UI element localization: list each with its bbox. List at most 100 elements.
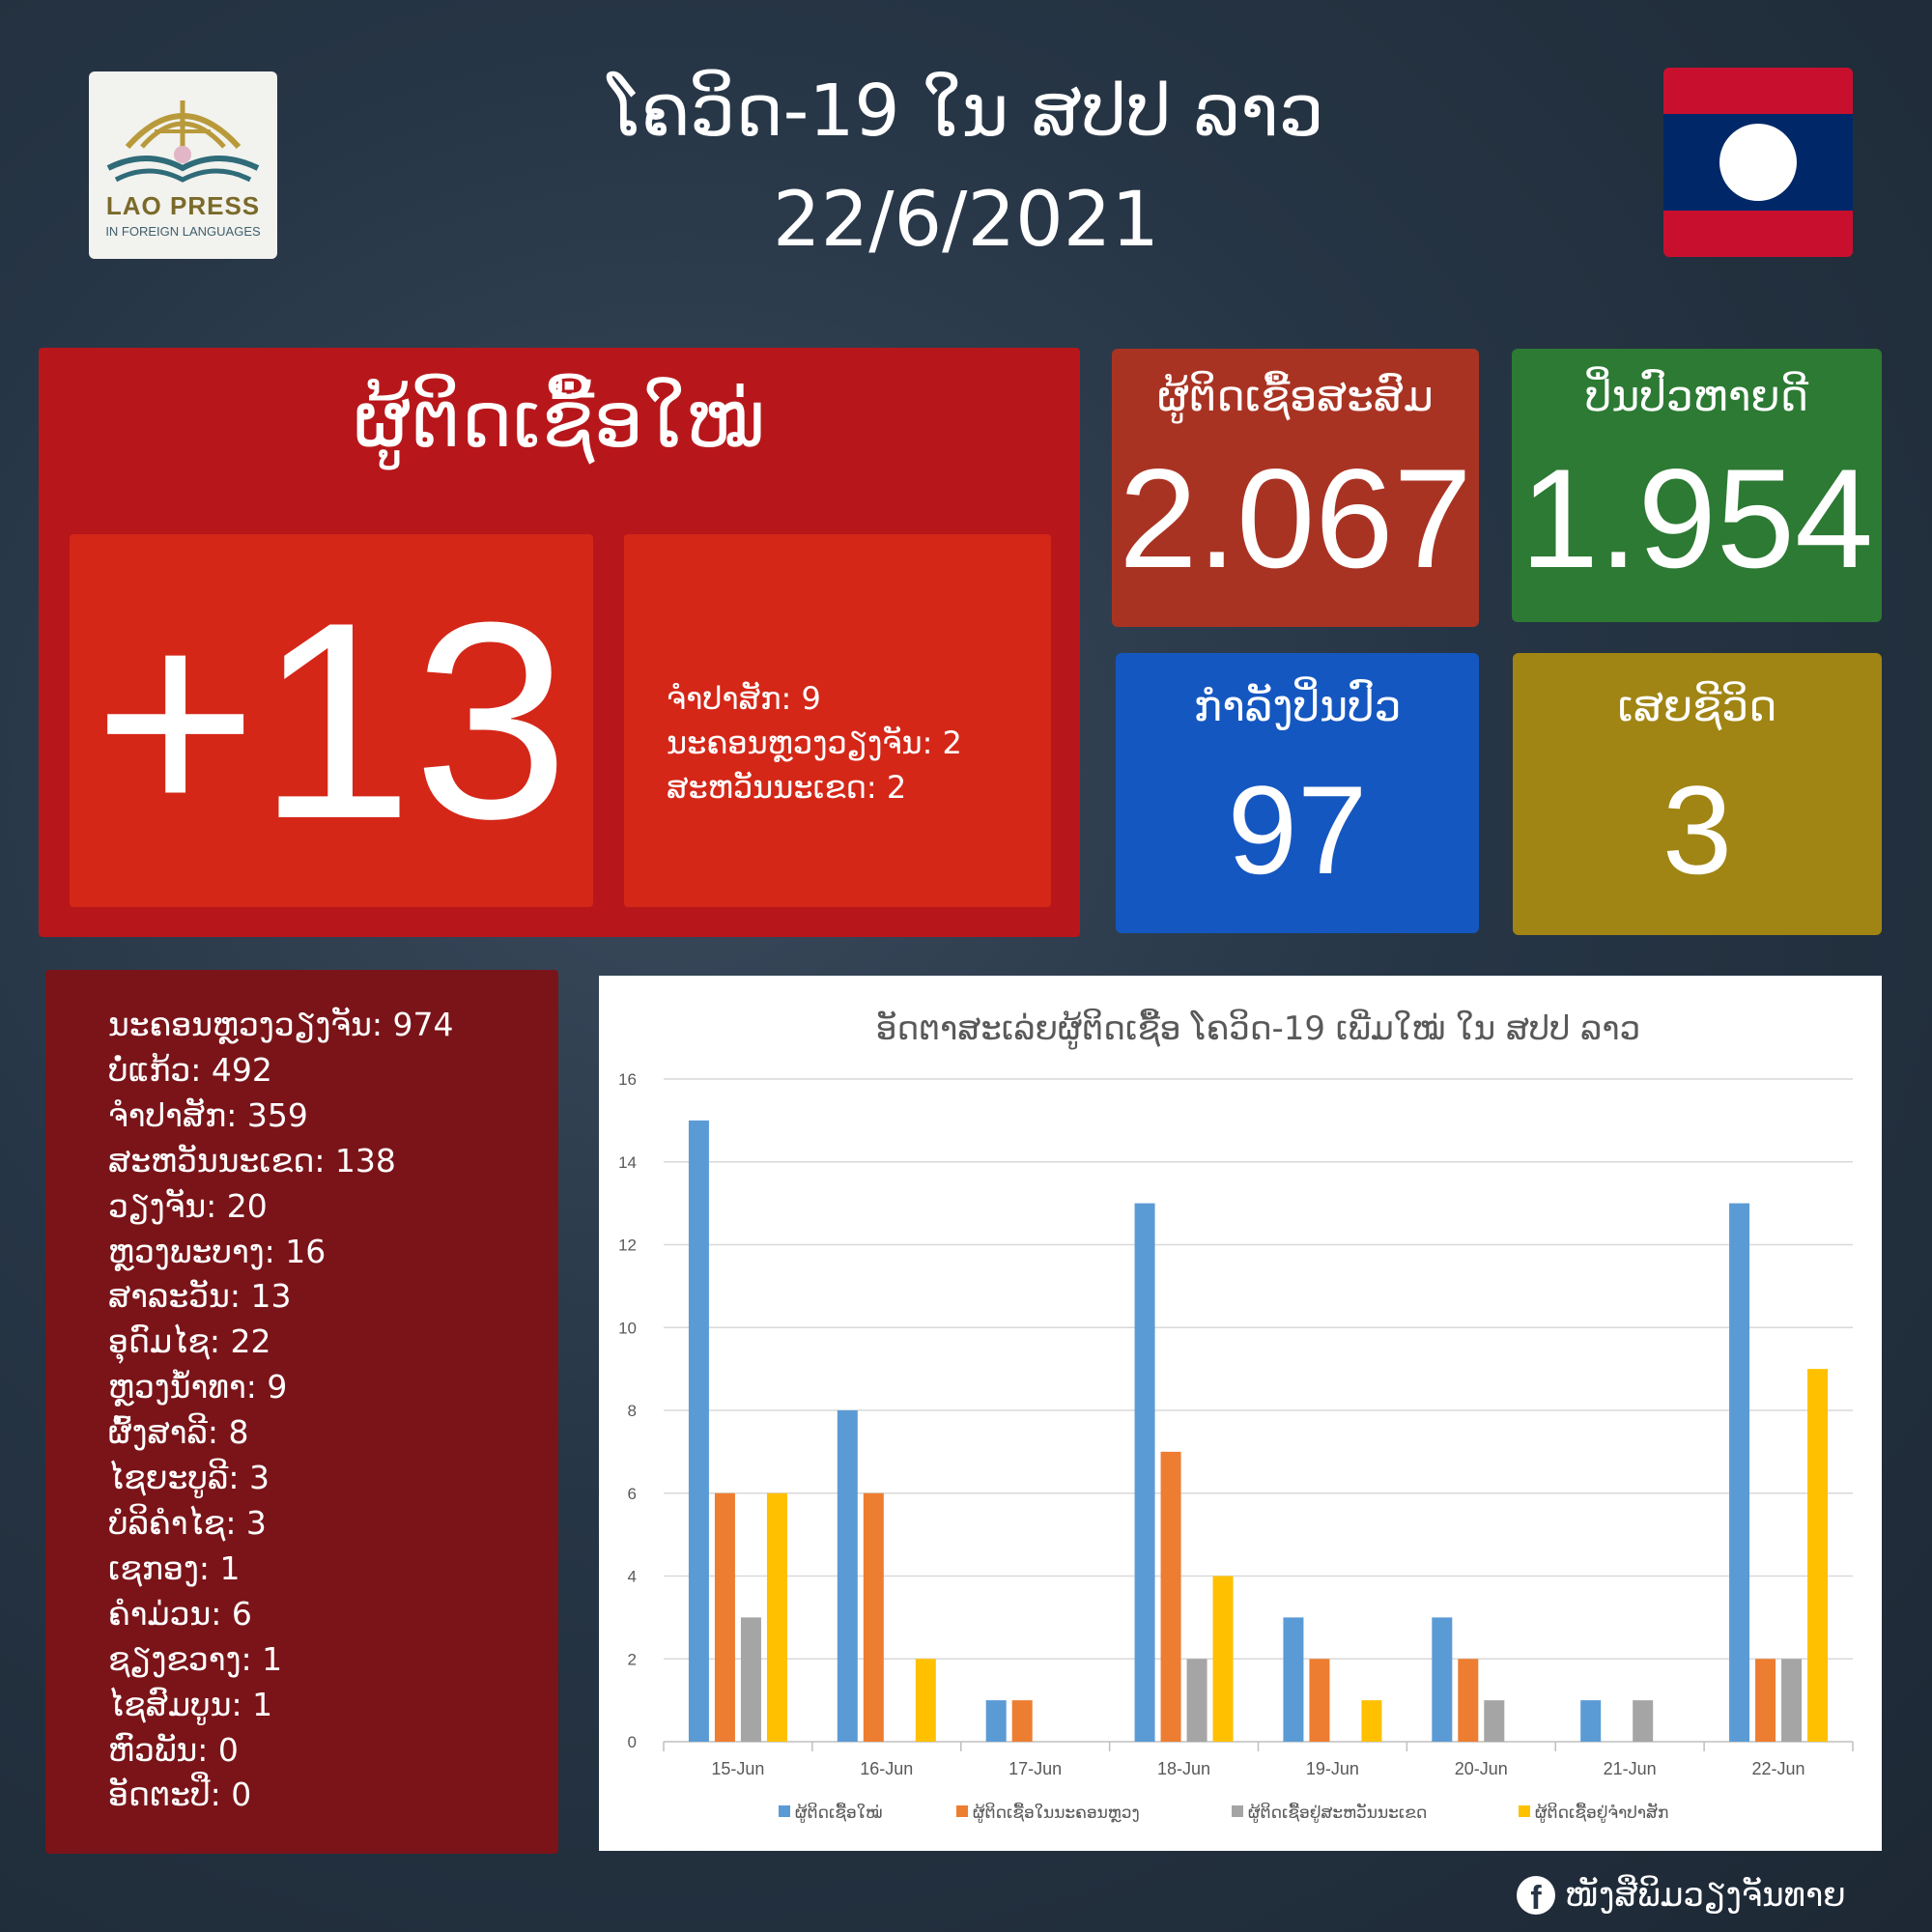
province-item: ໄຊຍະບູລີ: 3 bbox=[108, 1459, 270, 1497]
cumulative-cases-value: 2.067 bbox=[1119, 440, 1472, 597]
breakdown-item: ສະຫວັນນະເຂດ: 2 bbox=[667, 769, 907, 806]
x-tick-label: 17-Jun bbox=[1009, 1759, 1062, 1778]
legend-swatch bbox=[1519, 1805, 1530, 1817]
province-item: ອຸດົມໄຊ: 22 bbox=[108, 1322, 271, 1361]
bar-1 bbox=[688, 1120, 709, 1742]
province-item: ຜົ້ງສາລີ: 8 bbox=[108, 1413, 249, 1452]
x-tick-label: 16-Jun bbox=[860, 1759, 913, 1778]
y-tick-label: 16 bbox=[618, 1070, 637, 1089]
lao-press-logo: LAO PRESS IN FOREIGN LANGUAGES bbox=[89, 71, 277, 259]
globe-book-icon bbox=[106, 100, 260, 183]
x-tick-label: 18-Jun bbox=[1157, 1759, 1210, 1778]
laos-flag bbox=[1663, 68, 1853, 257]
new-cases-label: ຜູ້ຕິດເຊື້ອໃໝ່ bbox=[354, 375, 765, 465]
bar-3 bbox=[1633, 1700, 1654, 1742]
bar-4 bbox=[1361, 1700, 1382, 1742]
bar-2 bbox=[714, 1492, 735, 1742]
x-tick-label: 22-Jun bbox=[1752, 1759, 1805, 1778]
cumulative-cases-card: ຜູ້ຕິດເຊື້ອສະສົມ 2.067 bbox=[1112, 349, 1479, 627]
province-item: ຫຼວງພະບາງ: 16 bbox=[108, 1232, 327, 1270]
province-item: ໄຊສົມບູນ: 1 bbox=[108, 1685, 273, 1723]
bar-3 bbox=[1781, 1659, 1803, 1742]
recovered-label: ປິ່ນປົວຫາຍດີ bbox=[1584, 372, 1809, 421]
facebook-credit: f ໜັງສືພິມວຽງຈັນທາຍ bbox=[1517, 1874, 1903, 1918]
daily-cases-chart: ອັດຕາສະເລ່ຍຜູ້ຕິດເຊື້ອ ໂຄວິດ-19 ເພີ່ມໃໝ່… bbox=[599, 976, 1882, 1851]
legend-label: ຜູ້ຕິດເຊື້ອໃນນະຄອນຫຼວງ bbox=[973, 1803, 1140, 1824]
in-treatment-value: 97 bbox=[1227, 759, 1368, 900]
bar-2 bbox=[1160, 1451, 1181, 1742]
province-list: ນະຄອນຫຼວງວຽງຈັນ: 974 ບໍ່ແກ້ວ: 492 ຈຳປາສັ… bbox=[108, 1003, 453, 1818]
facebook-page-name: ໜັງສືພິມວຽງຈັນທາຍ bbox=[1565, 1876, 1846, 1915]
bar-2 bbox=[1309, 1659, 1330, 1742]
new-cases-number-box bbox=[70, 534, 593, 907]
bar-1 bbox=[1580, 1700, 1602, 1742]
y-tick-label: 14 bbox=[618, 1153, 637, 1172]
bar-1 bbox=[1283, 1617, 1304, 1742]
bar-4 bbox=[1807, 1369, 1829, 1742]
new-cases-breakdown: ຈຳປາສັກ: 9 ນະຄອນຫຼວງວຽງຈັນ: 2 ສະຫວັນນະເຂ… bbox=[667, 676, 962, 810]
deaths-value: 3 bbox=[1662, 759, 1733, 900]
deaths-card: ເສຍຊີວິດ 3 bbox=[1513, 653, 1882, 935]
bar-1 bbox=[1134, 1203, 1155, 1742]
new-cases-value: +13 bbox=[94, 564, 569, 877]
bar-2 bbox=[1755, 1659, 1776, 1742]
y-tick-label: 12 bbox=[618, 1236, 637, 1255]
cumulative-cases-label: ຜູ້ຕິດເຊື້ອສະສົມ bbox=[1157, 372, 1434, 421]
legend-swatch bbox=[1232, 1805, 1243, 1817]
logo-name: LAO PRESS bbox=[105, 191, 261, 220]
legend-label: ຜູ້ຕິດເຊື້ອຢູ່ຈຳປາສັກ bbox=[1535, 1802, 1668, 1823]
bar-4 bbox=[915, 1659, 936, 1742]
bar-4 bbox=[1212, 1576, 1234, 1742]
legend-label: ຜູ້ຕິດເຊື້ອຢູ່ສະຫວັນນະເຂດ bbox=[1248, 1802, 1427, 1823]
province-item: ຈຳປາສັກ: 359 bbox=[108, 1095, 308, 1134]
logo-subtitle: IN FOREIGN LANGUAGES bbox=[105, 224, 261, 239]
new-cases-breakdown-box bbox=[624, 534, 1051, 907]
bar-2 bbox=[863, 1492, 884, 1742]
province-item: ຫຼວງນ້ຳທາ: 9 bbox=[108, 1368, 288, 1406]
flag-white-circle bbox=[1719, 124, 1797, 201]
legend-label: ຜູ້ຕິດເຊື້ອໃໝ່ bbox=[795, 1803, 883, 1823]
bar-1 bbox=[1432, 1617, 1453, 1742]
y-tick-label: 0 bbox=[628, 1733, 637, 1751]
deaths-label: ເສຍຊີວິດ bbox=[1617, 682, 1777, 731]
report-date: 22/6/2021 bbox=[773, 177, 1159, 264]
bar-1 bbox=[985, 1700, 1007, 1742]
bar-1 bbox=[837, 1410, 858, 1742]
facebook-icon: f bbox=[1517, 1876, 1555, 1917]
bar-3 bbox=[1186, 1659, 1208, 1742]
bar-1 bbox=[1729, 1203, 1750, 1742]
breakdown-item: ຈຳປາສັກ: 9 bbox=[667, 680, 821, 717]
x-tick-label: 21-Jun bbox=[1604, 1759, 1657, 1778]
province-item: ຊຽງຂວາງ: 1 bbox=[108, 1639, 283, 1678]
bar-3 bbox=[1484, 1700, 1505, 1742]
province-item: ສາລະວັນ: 13 bbox=[108, 1277, 292, 1316]
x-tick-label: 15-Jun bbox=[711, 1759, 764, 1778]
province-item: ບໍລິຄຳໄຊ: 3 bbox=[108, 1503, 267, 1542]
legend-swatch bbox=[956, 1805, 968, 1817]
bar-2 bbox=[1011, 1700, 1033, 1742]
y-tick-label: 4 bbox=[628, 1568, 637, 1586]
chart-title: ອັດຕາສະເລ່ຍຜູ້ຕິດເຊື້ອ ໂຄວິດ-19 ເພີ່ມໃໝ່… bbox=[876, 1009, 1640, 1049]
breakdown-item: ນະຄອນຫຼວງວຽງຈັນ: 2 bbox=[667, 724, 962, 761]
chart-canvas: ອັດຕາສະເລ່ຍຜູ້ຕິດເຊື້ອ ໂຄວິດ-19 ເພີ່ມໃໝ່… bbox=[618, 1009, 1854, 1824]
province-panel bbox=[45, 970, 558, 1854]
bar-2 bbox=[1458, 1659, 1479, 1742]
x-tick-label: 19-Jun bbox=[1306, 1759, 1359, 1778]
y-tick-label: 10 bbox=[618, 1319, 637, 1337]
bar-4 bbox=[766, 1492, 787, 1742]
province-item: ນະຄອນຫຼວງວຽງຈັນ: 974 bbox=[108, 1006, 454, 1043]
province-item: ວຽງຈັນ: 20 bbox=[108, 1186, 268, 1225]
in-treatment-label: ກຳລັງປິ່ນປົວ bbox=[1193, 682, 1402, 731]
x-tick-label: 20-Jun bbox=[1455, 1759, 1508, 1778]
recovered-card: ປິ່ນປົວຫາຍດີ 1.954 bbox=[1512, 349, 1882, 622]
y-tick-label: 2 bbox=[628, 1650, 637, 1668]
legend-swatch bbox=[779, 1805, 790, 1817]
in-treatment-card: ກຳລັງປິ່ນປົວ 97 bbox=[1116, 653, 1479, 933]
province-item: ສະຫວັນນະເຂດ: 138 bbox=[108, 1141, 396, 1179]
y-tick-label: 8 bbox=[628, 1402, 637, 1420]
province-item: ຫົວພັນ: 0 bbox=[108, 1730, 239, 1769]
province-item: ຄຳມ່ວນ: 6 bbox=[108, 1594, 252, 1633]
province-item: ອັດຕະປື: 0 bbox=[108, 1776, 252, 1814]
y-tick-label: 6 bbox=[628, 1485, 637, 1503]
bar-3 bbox=[740, 1617, 761, 1742]
